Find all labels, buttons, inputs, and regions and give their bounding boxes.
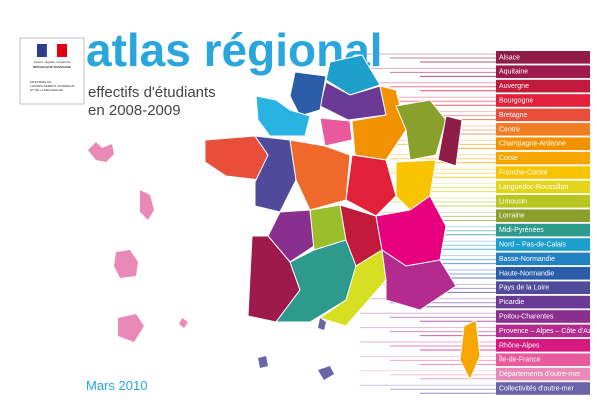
legend-label: Bretagne [499, 112, 528, 119]
legend-swatch [496, 267, 590, 280]
legend-swatch [496, 195, 590, 208]
legend-swatch [496, 238, 590, 251]
island [318, 318, 326, 330]
legend-swatch [496, 151, 590, 165]
logo-ministry-box: MINISTÈRE DE L'ENSEIGNEMENT SUPÉRIEUR ET… [30, 80, 75, 92]
island [179, 318, 188, 328]
legend-swatch [496, 94, 590, 107]
overseas [88, 142, 334, 380]
legend-swatch [496, 339, 590, 352]
legend-label: Nord – Pas-de-Calais [499, 242, 566, 249]
legend-label: Alsace [499, 54, 520, 61]
date: Mars 2010 [86, 378, 147, 393]
region [319, 117, 353, 147]
island [140, 190, 154, 220]
legend-label: Auvergne [499, 83, 529, 90]
legend-swatch [496, 51, 590, 64]
legend-swatch [496, 281, 590, 294]
legend-label: Rhône-Alpes [499, 342, 540, 349]
legend-swatch [496, 382, 590, 395]
legend-label: Départements d'outre-mer [499, 371, 581, 378]
legend-label: Haute-Normandie [499, 270, 554, 277]
legend-swatch [496, 65, 590, 78]
legend-label: Languedoc-Roussillon [499, 184, 568, 191]
legend-label: Picardie [499, 299, 524, 306]
legend-swatch [496, 108, 590, 122]
legend-swatch [496, 367, 590, 381]
legend-label: Midi-Pyrénées [499, 227, 544, 234]
legend-swatch [496, 137, 590, 150]
subtitle-line1: effectifs d'étudiants [88, 84, 216, 101]
region [204, 135, 269, 181]
logo-motto: Liberté • Égalité • Fraternité [34, 59, 71, 64]
flag-blue [37, 44, 47, 57]
legend-swatch [496, 209, 590, 222]
region [459, 319, 481, 382]
legend-swatch [496, 310, 590, 323]
region [255, 95, 311, 137]
legend-label: Provence – Alpes – Côte d'Azur [499, 328, 597, 335]
legend-label: Bourgogne [499, 98, 533, 105]
island [118, 314, 144, 342]
legend-label: Lorraine [499, 213, 525, 220]
legend-label: Champagne-Ardenne [499, 141, 566, 148]
subtitle-line2: en 2008-2009 [88, 102, 181, 119]
legend-swatch [496, 252, 590, 266]
legend-swatch [496, 324, 590, 338]
flag-white [46, 43, 58, 58]
legend: Alsace Aquitaine Auvergne Bourgogne Bretagne… [496, 51, 597, 395]
island [114, 250, 138, 278]
flag-red [57, 44, 67, 57]
island [318, 366, 334, 380]
island [88, 142, 114, 162]
region [289, 139, 351, 211]
legend-label: Centre [499, 126, 520, 133]
legend-label: Pays de la Loire [499, 285, 549, 292]
logo-ministry: MINISTÈRE DE L'ENSEIGNEMENT SUPÉRIEUR ET… [30, 80, 75, 92]
region [345, 154, 397, 217]
legend-label: Corse [499, 155, 518, 162]
legend-label: Collectivités d'outre-mer [499, 386, 575, 393]
legend-label: Île-de-France [498, 355, 541, 364]
legend-swatch [496, 166, 590, 179]
legend-label: Aquitaine [499, 69, 528, 76]
legend-swatch [496, 295, 590, 309]
legend-swatch [496, 223, 590, 237]
legend-swatch [496, 353, 590, 366]
region [289, 71, 327, 117]
legend-label: Basse-Normandie [499, 256, 555, 263]
region [381, 248, 457, 311]
region [437, 115, 463, 167]
logo-republic: RÉPUBLIQUE FRANÇAISE [33, 64, 71, 69]
legend-swatch [496, 180, 590, 194]
legend-label: Limousin [499, 198, 527, 205]
region [395, 99, 447, 161]
legend-swatch [496, 79, 590, 93]
legend-label: Poitou-Charentes [499, 314, 554, 321]
legend-label: Franche-Comté [499, 170, 548, 177]
map [204, 54, 481, 382]
island [258, 356, 268, 368]
legend-swatch [496, 123, 590, 136]
